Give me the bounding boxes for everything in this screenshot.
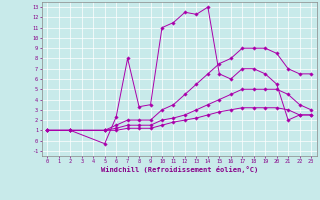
- X-axis label: Windchill (Refroidissement éolien,°C): Windchill (Refroidissement éolien,°C): [100, 166, 258, 173]
